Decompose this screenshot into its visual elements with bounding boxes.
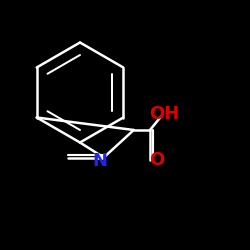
Text: O: O (148, 151, 164, 169)
Text: N: N (92, 152, 108, 170)
Text: OH: OH (148, 105, 179, 123)
